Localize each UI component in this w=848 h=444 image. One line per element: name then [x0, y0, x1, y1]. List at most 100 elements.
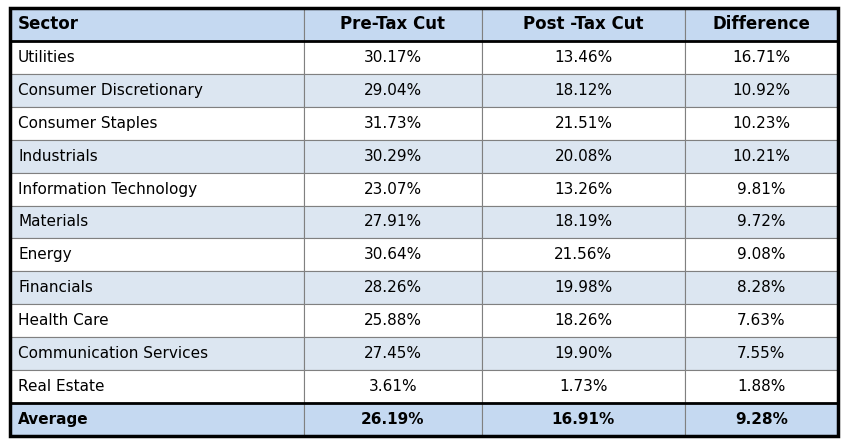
Bar — [304, 337, 482, 370]
Bar — [685, 74, 838, 107]
Text: 28.26%: 28.26% — [364, 280, 422, 295]
Text: 18.19%: 18.19% — [555, 214, 612, 230]
Bar — [685, 8, 838, 41]
Text: 19.90%: 19.90% — [555, 346, 612, 361]
Text: 30.29%: 30.29% — [364, 149, 422, 164]
Text: 21.56%: 21.56% — [555, 247, 612, 262]
Bar — [482, 304, 685, 337]
Text: Communication Services: Communication Services — [18, 346, 208, 361]
Bar — [10, 337, 304, 370]
Text: 20.08%: 20.08% — [555, 149, 612, 164]
Text: 9.72%: 9.72% — [737, 214, 785, 230]
Bar — [10, 370, 304, 403]
Text: 13.26%: 13.26% — [555, 182, 612, 197]
Text: 16.91%: 16.91% — [552, 412, 615, 427]
Bar — [304, 238, 482, 271]
Text: 27.45%: 27.45% — [364, 346, 422, 361]
Text: 9.81%: 9.81% — [737, 182, 785, 197]
Bar — [685, 370, 838, 403]
Bar — [10, 206, 304, 238]
Text: 1.73%: 1.73% — [559, 379, 608, 394]
Text: Financials: Financials — [18, 280, 93, 295]
Text: Materials: Materials — [18, 214, 88, 230]
Text: Energy: Energy — [18, 247, 71, 262]
Text: Information Technology: Information Technology — [18, 182, 197, 197]
Bar — [685, 173, 838, 206]
Text: 31.73%: 31.73% — [364, 116, 422, 131]
Text: Utilities: Utilities — [18, 50, 75, 65]
Bar — [685, 238, 838, 271]
Text: 27.91%: 27.91% — [364, 214, 422, 230]
Bar — [304, 403, 482, 436]
Text: 9.08%: 9.08% — [737, 247, 785, 262]
Text: Industrials: Industrials — [18, 149, 98, 164]
Text: 30.64%: 30.64% — [364, 247, 422, 262]
Bar — [482, 206, 685, 238]
Text: 26.19%: 26.19% — [361, 412, 425, 427]
Text: Consumer Staples: Consumer Staples — [18, 116, 158, 131]
Bar — [304, 173, 482, 206]
Text: 19.98%: 19.98% — [555, 280, 612, 295]
Text: 10.92%: 10.92% — [733, 83, 790, 98]
Bar — [10, 271, 304, 304]
Text: 3.61%: 3.61% — [369, 379, 417, 394]
Bar — [304, 304, 482, 337]
Bar — [482, 107, 685, 140]
Bar — [10, 8, 304, 41]
Bar — [10, 74, 304, 107]
Bar — [10, 107, 304, 140]
Text: Pre-Tax Cut: Pre-Tax Cut — [340, 16, 445, 33]
Bar — [304, 271, 482, 304]
Bar — [482, 403, 685, 436]
Text: Post -Tax Cut: Post -Tax Cut — [523, 16, 644, 33]
Bar — [304, 107, 482, 140]
Text: 7.55%: 7.55% — [737, 346, 785, 361]
Bar — [482, 173, 685, 206]
Bar — [304, 206, 482, 238]
Bar — [685, 206, 838, 238]
Bar — [482, 337, 685, 370]
Text: 9.28%: 9.28% — [735, 412, 788, 427]
Text: 18.12%: 18.12% — [555, 83, 612, 98]
Text: 30.17%: 30.17% — [364, 50, 422, 65]
Text: Difference: Difference — [712, 16, 811, 33]
Text: 1.88%: 1.88% — [737, 379, 785, 394]
Bar — [482, 238, 685, 271]
Text: Average: Average — [18, 412, 89, 427]
Text: 13.46%: 13.46% — [555, 50, 612, 65]
Text: 10.21%: 10.21% — [733, 149, 790, 164]
Bar — [685, 271, 838, 304]
Bar — [10, 140, 304, 173]
Bar — [304, 370, 482, 403]
Text: Consumer Discretionary: Consumer Discretionary — [18, 83, 203, 98]
Bar — [10, 304, 304, 337]
Text: Health Care: Health Care — [18, 313, 109, 328]
Bar — [685, 107, 838, 140]
Text: 21.51%: 21.51% — [555, 116, 612, 131]
Bar — [685, 304, 838, 337]
Bar — [685, 337, 838, 370]
Bar — [685, 140, 838, 173]
Text: 23.07%: 23.07% — [364, 182, 422, 197]
Bar — [10, 41, 304, 74]
Bar — [304, 140, 482, 173]
Text: Real Estate: Real Estate — [18, 379, 104, 394]
Text: 16.71%: 16.71% — [733, 50, 790, 65]
Bar — [304, 8, 482, 41]
Bar — [685, 41, 838, 74]
Bar — [482, 41, 685, 74]
Bar — [482, 74, 685, 107]
Bar — [482, 140, 685, 173]
Text: 18.26%: 18.26% — [555, 313, 612, 328]
Bar — [304, 41, 482, 74]
Bar — [482, 271, 685, 304]
Bar — [685, 403, 838, 436]
Text: 29.04%: 29.04% — [364, 83, 422, 98]
Text: 8.28%: 8.28% — [737, 280, 785, 295]
Bar — [10, 173, 304, 206]
Bar — [10, 238, 304, 271]
Text: 7.63%: 7.63% — [737, 313, 786, 328]
Bar — [482, 8, 685, 41]
Text: 10.23%: 10.23% — [733, 116, 790, 131]
Bar — [482, 370, 685, 403]
